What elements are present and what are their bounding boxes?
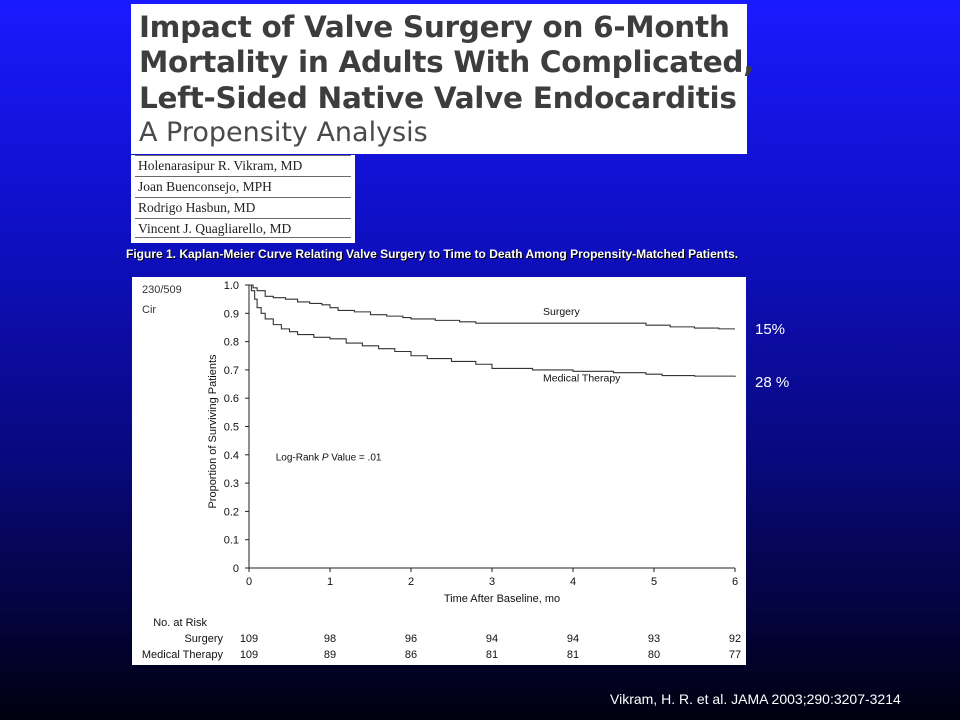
title-subtitle: A Propensity Analysis	[139, 117, 428, 148]
x-tick-label: 6	[732, 576, 738, 588]
risk-table-cell: 109	[240, 633, 258, 645]
y-tick-label: 0.4	[224, 450, 239, 462]
series-line-medical-therapy	[249, 284, 736, 377]
chart-panel: 230/509 Cir 0 0.1 0.2 0.3 0.4 0.5 0.6 0.7 0.8 0.9…	[132, 277, 746, 665]
y-tick-label: 0.1	[224, 535, 239, 547]
author-1: Holenarasipur R. Vikram, MD	[135, 155, 351, 175]
x-tick-label: 5	[651, 576, 657, 588]
series-line-surgery	[249, 284, 735, 330]
risk-table-cell: 89	[324, 649, 336, 661]
reference-note: 230/509	[142, 284, 182, 296]
author-3: Rodrigo Hasbun, MD	[135, 197, 351, 217]
risk-table-cell: 94	[567, 633, 579, 645]
series-label: Surgery	[543, 306, 581, 318]
risk-table-cell: 77	[729, 649, 741, 661]
x-tick-label: 3	[489, 576, 495, 588]
citation: Vikram, H. R. et al. JAMA 2003;290:3207-…	[610, 691, 901, 707]
risk-table-cell: 93	[648, 633, 660, 645]
risk-table-cell: 98	[324, 633, 336, 645]
author-2: Joan Buenconsejo, MPH	[135, 176, 351, 196]
risk-table-cell: 81	[486, 649, 498, 661]
surgery-percentage: 15%	[755, 321, 786, 338]
y-tick-label: 0.8	[224, 337, 239, 349]
km-chart: 0 0.1 0.2 0.3 0.4 0.5 0.6 0.7 0.8 0.9 1.0 0 1 2 3 4 5 6 Ti…	[142, 280, 741, 661]
x-tick-label: 0	[246, 576, 252, 588]
risk-table-title: No. at Risk	[153, 617, 207, 629]
risk-row-label: Surgery	[184, 633, 223, 645]
risk-table-cell: 92	[729, 633, 741, 645]
author-4: Vincent J. Quagliarello, MD	[135, 218, 351, 238]
x-tick-label: 4	[570, 576, 576, 588]
risk-row-label: Medical Therapy	[142, 649, 224, 661]
y-tick-label: 0.2	[224, 506, 239, 518]
risk-table-cell: 80	[648, 649, 660, 661]
series-label: Medical Therapy	[543, 372, 621, 384]
title-line-1: Impact of Valve Surgery on 6-Month	[139, 10, 730, 44]
y-tick-label: 0.3	[224, 478, 239, 490]
medical-percentage: 28 %	[755, 374, 790, 391]
y-axis-label: Proportion of Surviving Patients	[207, 354, 219, 509]
y-tick-label: 0.6	[224, 393, 239, 405]
risk-table-cell: 109	[240, 649, 258, 661]
risk-table-cell: 94	[486, 633, 498, 645]
risk-table-cell: 86	[405, 649, 417, 661]
article-title-box: Impact of Valve Surgery on 6-Month Morta…	[131, 4, 754, 154]
y-tick-label: 0.7	[224, 365, 239, 377]
x-axis-label: Time After Baseline, mo	[444, 593, 560, 605]
title-line-2: Mortality in Adults With Complicated,	[139, 45, 755, 79]
risk-table-cell: 96	[405, 633, 417, 645]
x-tick-label: 2	[408, 576, 414, 588]
author-list: Holenarasipur R. Vikram, MD Joan Buencon…	[131, 155, 355, 243]
risk-table-cell: 81	[567, 649, 579, 661]
y-tick-label: 0.9	[224, 308, 239, 320]
journal-note: Cir	[142, 304, 157, 316]
log-rank-annotation: Log-Rank P Value = .01	[276, 453, 382, 464]
figure-caption: Figure 1. Kaplan-Meier Curve Relating Va…	[126, 247, 739, 261]
y-tick-label: 1.0	[224, 280, 239, 292]
x-tick-label: 1	[327, 576, 333, 588]
title-line-3: Left-Sided Native Valve Endocarditis	[139, 81, 737, 115]
y-tick-label: 0	[233, 563, 239, 575]
y-tick-label: 0.5	[224, 422, 239, 434]
